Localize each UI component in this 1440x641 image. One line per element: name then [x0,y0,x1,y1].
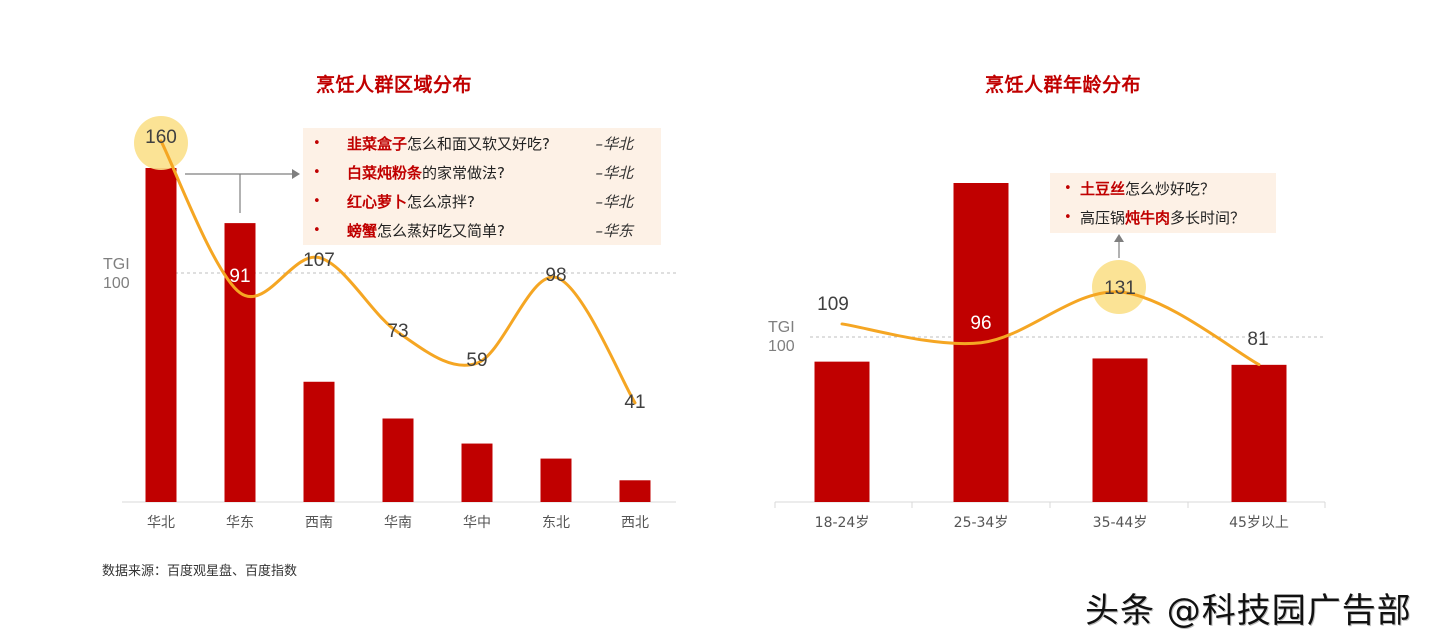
bar [303,381,335,502]
note-item: • 高压锅 炖牛肉 多长时间？ [1064,203,1276,232]
bullet-icon: • [313,194,321,209]
note-item: • 螃蟹 怎么蒸好吃又简单? –华东 [303,216,661,245]
note-item: • 土豆丝 怎么炒好吃？ [1064,174,1276,203]
bullet-icon: • [313,165,321,180]
category-label: 华南 [384,515,412,531]
bar [224,223,256,503]
bar [1092,358,1148,502]
bar [1231,364,1287,502]
note-highlight: 韭菜盒子 [347,135,408,153]
tgi-value-label: 81 [1247,328,1269,350]
tgi-text: TGI [768,319,795,336]
right-chart-title: 烹饪人群年龄分布 [985,74,1142,96]
category-label: 35-44岁 [1092,515,1148,531]
note-highlight: 螃蟹 [347,222,378,240]
note-highlight: 白菜炖粉条 [347,164,423,182]
note-text: 怎么蒸好吃又简单? [377,222,505,240]
note-item: • 韭菜盒子 怎么和面又软又好吃? –华北 [303,129,661,158]
left-tgi-label: TGI 100 [103,255,130,293]
note-highlight: 红心萝卜 [347,193,408,211]
watermark: 头条 @科技园广告部 [1085,591,1412,631]
tgi-value-label: 160 [145,127,177,148]
category-label: 华东 [226,515,254,531]
bar [145,168,177,502]
tgi-value-label: 96 [970,312,992,334]
tgi-value-label: 73 [387,321,409,343]
bullet-icon: • [313,136,321,151]
left-bars [145,168,651,503]
right-tgi-label: TGI 100 [768,318,795,356]
left-notes-list: • 韭菜盒子 怎么和面又软又好吃? –华北 • 白菜炖粉条 的家常做法? –华北 • 红心萝卜 怎么… [303,129,661,245]
category-label: 西南 [305,515,333,531]
note-region: –华北 [595,193,633,211]
left-callout-arrow [185,169,300,213]
category-label: 25-34岁 [953,515,1009,531]
category-label: 华北 [147,515,175,531]
category-label: 西北 [621,515,649,531]
category-label: 东北 [542,515,570,531]
note-text: 的家常做法? [422,164,505,182]
category-label: 华中 [463,515,491,531]
note-item: • 白菜炖粉条 的家常做法? –华北 [303,158,661,187]
left-chart-title: 烹饪人群区域分布 [316,74,473,96]
category-label: 45岁以上 [1229,515,1289,531]
right-notes-list: • 土豆丝 怎么炒好吃？ • 高压锅 炖牛肉 多长时间？ [1050,173,1276,232]
note-text: 怎么和面又软又好吃? [407,135,550,153]
tgi-value: 100 [103,275,130,292]
note-region: –华东 [595,222,633,240]
right-tgi-line [840,290,1261,367]
note-region: –华北 [595,164,633,182]
bar [814,361,870,502]
note-text: 多长时间？ [1170,209,1246,227]
tgi-value-label: 91 [229,265,251,287]
note-item: • 红心萝卜 怎么凉拌? –华北 [303,187,661,216]
note-text: 怎么凉拌? [407,193,475,211]
tgi-value-label: 131 [1104,278,1136,300]
note-highlight: 炖牛肉 [1125,209,1171,227]
tgi-value-label: 59 [466,350,488,372]
note-region: –华北 [595,135,633,153]
bullet-icon: • [1064,181,1072,196]
tgi-value-label: 107 [303,249,335,271]
note-text: 怎么炒好吃？ [1125,180,1216,198]
right-notes-box: • 土豆丝 怎么炒好吃？ • 高压锅 炖牛肉 多长时间？ [1050,173,1276,233]
bullet-icon: • [1064,210,1072,225]
data-source: 数据来源：百度观星盘、百度指数 [102,564,298,579]
bar [540,458,572,502]
tgi-text: TGI [103,256,130,273]
category-label: 18-24岁 [814,515,870,531]
bar [619,480,651,502]
tgi-value-label: 41 [624,391,646,413]
left-notes-box: • 韭菜盒子 怎么和面又软又好吃? –华北 • 白菜炖粉条 的家常做法? –华北 • 红心萝卜 怎么… [303,128,661,245]
right-highlight-circle [1092,260,1146,314]
right-callout-arrow [1114,234,1124,258]
bar [461,443,493,502]
right-axis-ticks [774,502,1326,508]
tgi-value-label: 98 [545,265,567,287]
tgi-value: 100 [768,338,795,355]
note-highlight: 土豆丝 [1080,180,1126,198]
left-tgi-line [159,139,637,405]
tgi-value-label: 109 [817,293,849,315]
bullet-icon: • [313,223,321,238]
bar [382,418,414,502]
note-pre: 高压锅 [1080,209,1126,227]
